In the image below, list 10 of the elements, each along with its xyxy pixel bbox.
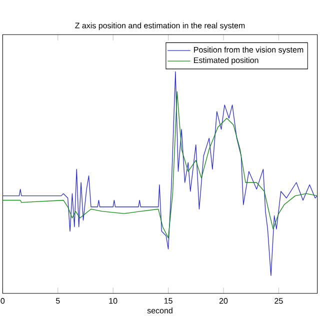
- x-tick-label: 0: [0, 298, 5, 304]
- x-tick-label: 25: [274, 298, 283, 304]
- x-tick-label: 20: [219, 298, 228, 304]
- legend-label: Position from the vision system: [194, 46, 304, 54]
- x-axis-title: second: [147, 308, 172, 314]
- x-tick-label: 15: [164, 298, 172, 304]
- x-tick-label: 5: [56, 298, 60, 304]
- chart-title: Z axis position and estimation in the real system: [75, 22, 245, 30]
- x-tick-label: 10: [109, 298, 118, 304]
- legend-label: Estimated position: [194, 57, 258, 65]
